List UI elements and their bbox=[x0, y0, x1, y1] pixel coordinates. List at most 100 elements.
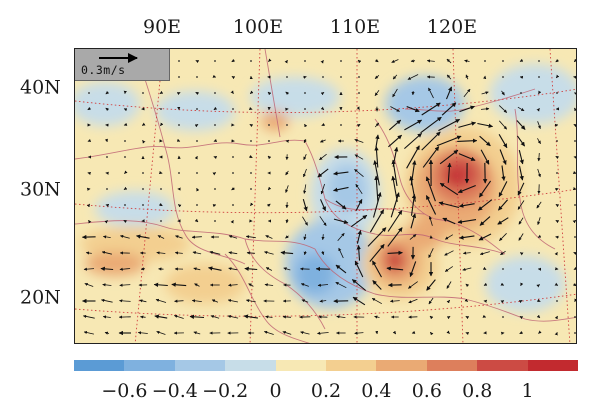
wind-vector bbox=[573, 124, 576, 128]
wind-vector bbox=[303, 139, 307, 144]
wind-vector bbox=[391, 175, 398, 202]
wind-vector bbox=[319, 216, 327, 226]
wind-vector bbox=[388, 134, 402, 148]
wind-vector bbox=[304, 123, 308, 128]
wind-vector bbox=[422, 146, 440, 168]
wind-vector bbox=[537, 298, 541, 302]
wind-vector bbox=[159, 202, 163, 207]
wind-vector bbox=[391, 59, 399, 63]
wind-vector bbox=[119, 267, 131, 271]
wind-vector-dot bbox=[88, 92, 90, 94]
wind-vector bbox=[574, 92, 576, 96]
wind-vector bbox=[407, 74, 419, 80]
neg-area-north bbox=[155, 91, 235, 131]
wind-vector bbox=[320, 183, 325, 195]
wind-vector bbox=[498, 105, 508, 113]
wind-vector bbox=[518, 149, 524, 165]
wind-vector bbox=[372, 260, 382, 278]
wind-vector bbox=[537, 168, 541, 178]
wind-vector bbox=[536, 314, 541, 319]
wind-vector bbox=[102, 315, 111, 319]
wind-vector bbox=[356, 244, 361, 261]
wind-vector bbox=[446, 330, 450, 334]
wind-vector bbox=[85, 251, 92, 255]
wind-vector bbox=[124, 170, 128, 174]
wind-vector bbox=[411, 330, 416, 334]
wind-vector bbox=[303, 234, 307, 241]
wind-vector bbox=[175, 235, 183, 239]
border-line bbox=[514, 108, 556, 250]
wind-vector bbox=[140, 315, 146, 319]
wind-vector bbox=[516, 120, 526, 130]
wind-vector bbox=[123, 122, 128, 126]
wind-vector bbox=[555, 220, 560, 224]
border-line bbox=[75, 139, 306, 160]
wind-vector bbox=[285, 170, 289, 176]
wind-vector bbox=[517, 106, 525, 112]
border-line bbox=[374, 118, 436, 220]
pos-area-yunnan bbox=[165, 264, 245, 304]
wind-vector bbox=[369, 244, 385, 262]
wind-vector-dot bbox=[196, 172, 198, 174]
wind-vector bbox=[499, 233, 507, 241]
wind-vector bbox=[441, 102, 457, 116]
wind-vector bbox=[572, 170, 576, 175]
wind-vector-dot bbox=[286, 124, 288, 126]
wind-vector bbox=[459, 105, 475, 113]
wind-vector-dot bbox=[502, 268, 504, 270]
wind-vector bbox=[574, 107, 576, 112]
wind-vector bbox=[392, 88, 398, 98]
wind-vector bbox=[119, 283, 131, 287]
wind-vector bbox=[338, 247, 344, 259]
wind-vector-dot bbox=[556, 172, 558, 174]
wind-vector bbox=[375, 134, 380, 148]
wind-vector bbox=[285, 185, 289, 193]
colorbar-segment bbox=[426, 360, 478, 371]
wind-vector bbox=[372, 280, 382, 290]
wind-vector bbox=[317, 331, 329, 335]
wind-vector bbox=[263, 330, 274, 335]
wind-vector bbox=[457, 138, 478, 143]
map-panel: 0.3m/s bbox=[74, 48, 577, 344]
wind-vector bbox=[554, 332, 558, 336]
wind-vector bbox=[177, 204, 182, 208]
wind-vector bbox=[406, 105, 420, 113]
wind-vector bbox=[538, 90, 542, 95]
wind-vector-dot bbox=[106, 156, 108, 158]
wind-vector bbox=[245, 299, 256, 303]
colorbar-segment bbox=[174, 360, 226, 371]
wind-vector-dot bbox=[196, 140, 198, 142]
wind-vector bbox=[519, 330, 523, 335]
wind-vector bbox=[228, 235, 238, 239]
wind-vector-dot bbox=[232, 172, 234, 174]
wind-vector bbox=[374, 90, 380, 96]
wind-vectors bbox=[81, 58, 576, 336]
wind-vector bbox=[444, 234, 454, 240]
wind-vector bbox=[227, 314, 239, 319]
colorbar-tick-label: 0.8 bbox=[462, 380, 493, 402]
wind-vector bbox=[354, 331, 364, 335]
wind-vector-dot bbox=[268, 140, 270, 142]
wind-vector bbox=[462, 267, 472, 271]
colorbar-segment bbox=[376, 360, 427, 371]
wind-vector bbox=[156, 251, 166, 255]
wind-vector bbox=[479, 216, 491, 226]
wind-vector bbox=[335, 200, 347, 210]
wind-vector bbox=[227, 299, 238, 303]
wind-vector-dot bbox=[538, 76, 540, 78]
wind-vector bbox=[208, 266, 222, 271]
wind-vector bbox=[373, 160, 380, 186]
wind-vector bbox=[573, 266, 576, 270]
colorbar-segment bbox=[225, 360, 276, 371]
wind-vector bbox=[555, 203, 560, 208]
border-line bbox=[264, 49, 281, 138]
neg-core-south bbox=[295, 254, 335, 294]
wind-vector-dot bbox=[574, 316, 576, 318]
wind-vector bbox=[320, 106, 325, 111]
wind-vector bbox=[119, 299, 131, 303]
wind-vector bbox=[573, 252, 576, 256]
wind-vector bbox=[160, 122, 164, 127]
wind-vector bbox=[248, 106, 253, 111]
wind-vector bbox=[193, 267, 201, 271]
wind-vector bbox=[83, 330, 94, 335]
